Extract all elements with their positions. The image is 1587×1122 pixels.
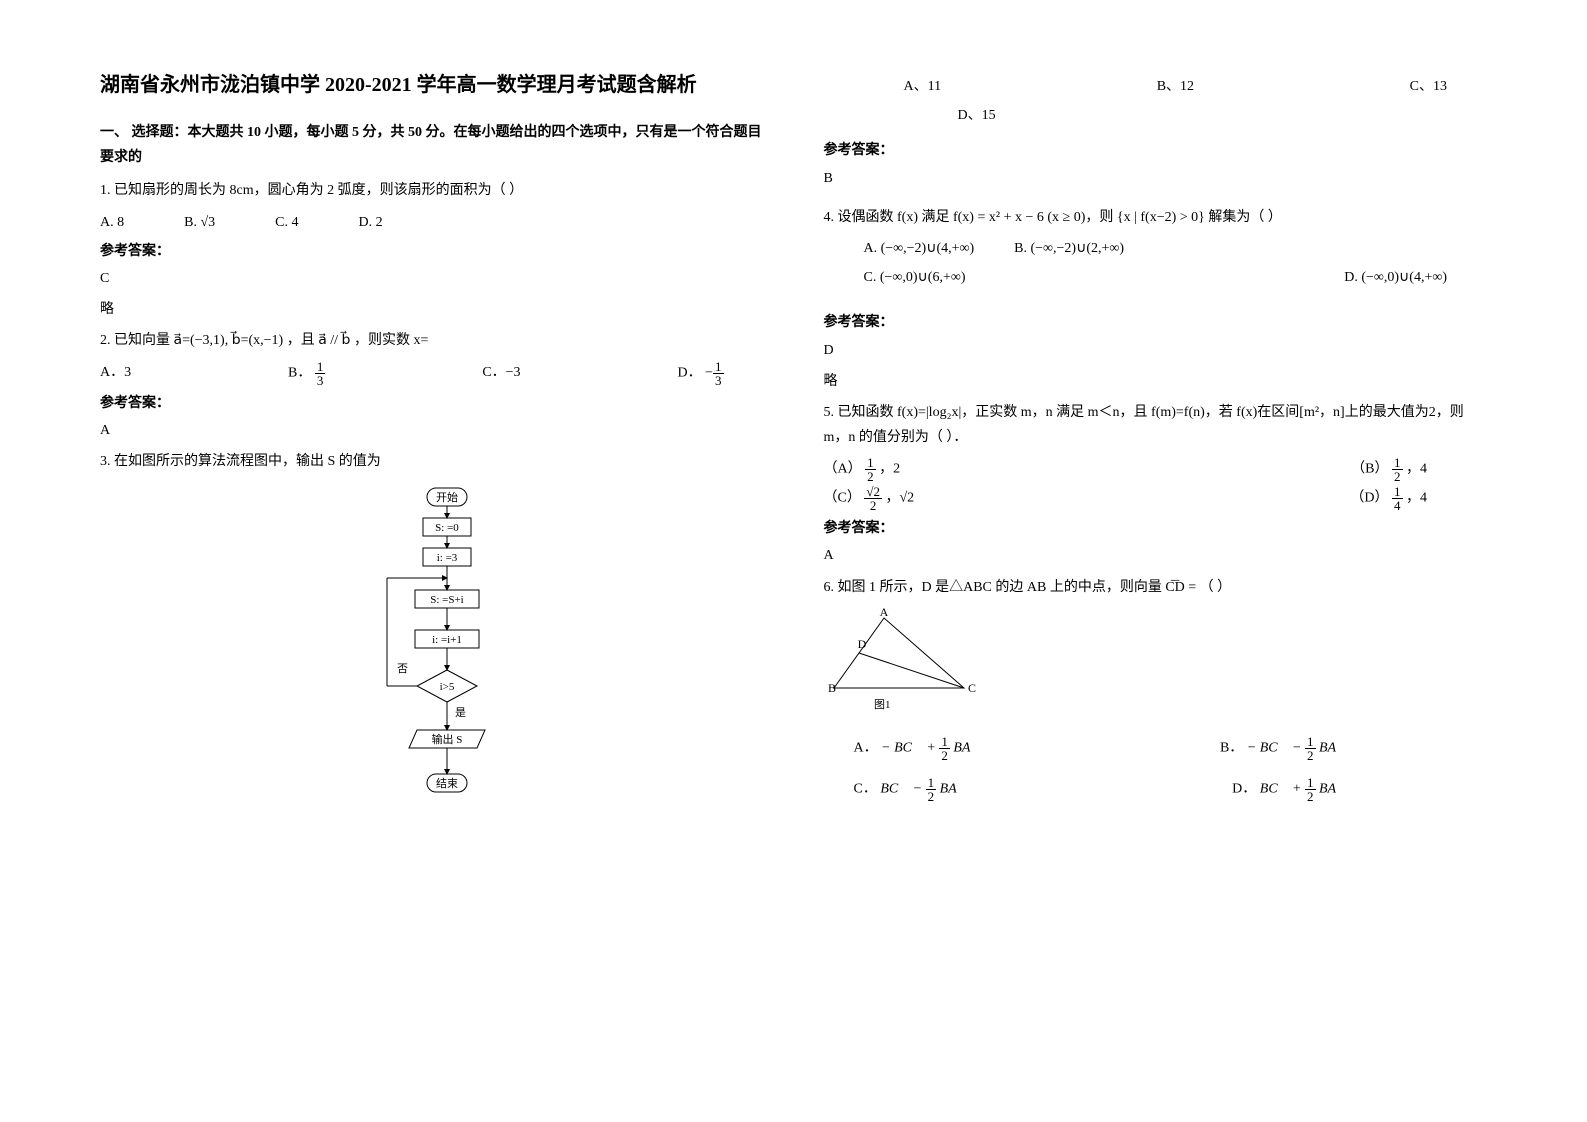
q6-opt-a: A． <box>854 741 878 756</box>
q6-opt-c: C． <box>854 782 877 797</box>
q6-row1: A． − BC⃗ + 12 BA⃗ B． − BC⃗ − 12 BA⃗ <box>824 735 1488 762</box>
q1-choice-c: C. 4 <box>275 210 298 235</box>
right-column: A、11 B、12 C、13 13 D、15 参考答案： B 4. 设偶函数 f… <box>824 70 1488 1082</box>
svg-text:是: 是 <box>455 706 466 719</box>
q3-choices-bottom: 13 D、15 <box>824 103 1488 128</box>
svg-text:i: =i+1: i: =i+1 <box>432 634 462 646</box>
svg-text:开始: 开始 <box>436 490 458 504</box>
svg-text:C: C <box>968 681 976 695</box>
q4-choice-c: C. (−∞,0)∪(6,+∞) <box>864 265 966 290</box>
q6-opt-d: D． <box>1232 782 1256 797</box>
q6-expr-d: BC⃗ + <box>1260 782 1305 797</box>
q4-omit: 略 <box>824 369 1488 394</box>
q4-row1: A. (−∞,−2)∪(4,+∞) B. (−∞,−2)∪(2,+∞) <box>864 236 1488 261</box>
frac-1-2-b: 1 2 <box>1392 456 1403 483</box>
q5-b-suffix: ，4 <box>1406 462 1427 477</box>
page-title: 湖南省永州市泷泊镇中学 2020-2021 学年高一数学理月考试题含解析 <box>100 70 764 100</box>
q1-ans-label: 参考答案： <box>100 239 764 264</box>
q4-choice-d: D. (−∞,0)∪(4,+∞) <box>1344 265 1447 290</box>
q3-choice-b: B、12 <box>1157 74 1194 99</box>
svg-text:S: =S+i: S: =S+i <box>430 594 464 606</box>
flowchart: 开始 S: =0 i: =3 S: =S+i i: =i+1 i>5 否 <box>130 486 764 826</box>
q4-choice-a: A. (−∞,−2)∪(4,+∞) <box>864 236 975 261</box>
left-column: 湖南省永州市泷泊镇中学 2020-2021 学年高一数学理月考试题含解析 一、 … <box>100 70 764 1082</box>
svg-text:S: =0: S: =0 <box>435 522 459 534</box>
q1-ans: C <box>100 266 764 291</box>
q4-ans: D <box>824 338 1488 363</box>
q4-ans-label: 参考答案： <box>824 310 1488 335</box>
q5-row2: （C） √2 2 ，√2 （D） 1 4 ，4 <box>824 485 1488 512</box>
svg-text:D: D <box>857 637 866 651</box>
q6-opt-b: B． <box>1220 741 1243 756</box>
triangle-figure: A D B C 图1 <box>824 608 1488 727</box>
q4-choice-b: B. (−∞,−2)∪(2,+∞) <box>1014 236 1124 261</box>
q1-choice-a: A. 8 <box>100 210 124 235</box>
svg-text:结束: 结束 <box>436 777 458 790</box>
section-head: 一、 选择题：本大题共 10 小题，每小题 5 分，共 50 分。在每小题给出的… <box>100 120 764 170</box>
frac-1-2-a: 1 2 <box>865 456 876 483</box>
q2-stem: 2. 已知向量 a⃗=(−3,1), b⃗=(x,−1) ，且 a⃗ // b⃗… <box>100 328 764 353</box>
q5-d-suffix: ，4 <box>1406 491 1427 506</box>
q5-ans-label: 参考答案： <box>824 516 1488 541</box>
q6-expr-a: − BC⃗ + <box>881 741 939 756</box>
q6-row2: C． BC⃗ − 12 BA⃗ D． BC⃗ + 12 BA⃗ <box>824 776 1488 803</box>
q5-ans: A <box>824 543 1488 568</box>
q1-omit: 略 <box>100 297 764 322</box>
q6-expr-b: − BC⃗ − <box>1247 741 1305 756</box>
frac-sqrt2-2: √2 2 <box>864 485 882 512</box>
svg-text:输出 S: 输出 S <box>431 732 462 746</box>
svg-text:A: A <box>879 608 888 619</box>
q5-c-prefix: （C） <box>824 491 861 506</box>
q3-ans-label: 参考答案： <box>824 138 1488 163</box>
q3-ans: B <box>824 166 1488 191</box>
q1-stem: 1. 已知扇形的周长为 8cm，圆心角为 2 弧度，则该扇形的面积为（ ） <box>100 178 764 203</box>
q6-stem: 6. 如图 1 所示，D 是△ABC 的边 AB 上的中点，则向量 C͞D = … <box>824 575 1488 600</box>
flowchart-svg: 开始 S: =0 i: =3 S: =S+i i: =i+1 i>5 否 <box>367 486 527 826</box>
svg-text:B: B <box>828 681 836 695</box>
q2-choice-b-prefix: B． <box>288 365 311 380</box>
q3-choice-a: A、11 <box>904 74 942 99</box>
q2-choice-c: C．−3 <box>482 360 520 387</box>
q5-a-suffix: ，2 <box>879 462 900 477</box>
q5-b-prefix: （B） <box>1351 462 1388 477</box>
q2-ans: A <box>100 418 764 443</box>
q3-choices-top: A、11 B、12 C、13 <box>824 74 1488 99</box>
frac-1-3-a: 1 3 <box>315 360 326 387</box>
q1-choice-b: B. √3 <box>184 210 215 235</box>
frac-1-3-b: 1 3 <box>713 360 724 387</box>
q5-d-prefix: （D） <box>1350 491 1388 506</box>
svg-text:图1: 图1 <box>874 698 891 711</box>
q5-row1: （A） 1 2 ，2 （B） 1 2 ，4 <box>824 456 1488 483</box>
svg-text:i>5: i>5 <box>439 681 454 693</box>
q4-row2: C. (−∞,0)∪(6,+∞) D. (−∞,0)∪(4,+∞) <box>824 265 1488 290</box>
q1-choices: A. 8 B. √3 C. 4 D. 2 <box>100 210 764 235</box>
q3-choice-c: C、13 <box>1410 74 1447 99</box>
q2-choice-a: A．3 <box>100 360 131 387</box>
svg-text:i: =3: i: =3 <box>436 552 457 564</box>
q2-choice-d-prefix: D． <box>677 365 701 380</box>
q5-a-prefix: （A） <box>824 462 862 477</box>
svg-text:否: 否 <box>397 663 408 675</box>
q2-choices: A．3 B． 1 3 C．−3 D． − 1 3 <box>100 360 764 387</box>
q6-expr-c: BC⃗ − <box>880 782 925 797</box>
q2-ans-label: 参考答案： <box>100 391 764 416</box>
q5-stem: 5. 已知函数 f(x)=|log₂x|，正实数 m，n 满足 m＜n，且 f(… <box>824 400 1488 450</box>
q3-stem: 3. 在如图所示的算法流程图中，输出 S 的值为 <box>100 449 764 474</box>
q1-choice-d: D. 2 <box>359 210 383 235</box>
frac-1-4: 1 4 <box>1392 485 1403 512</box>
q5-c-mid: ，√2 <box>885 491 914 506</box>
q4-stem: 4. 设偶函数 f(x) 满足 f(x) = x² + x − 6 (x ≥ 0… <box>824 205 1488 230</box>
q3-choice-d: D、15 <box>938 103 996 128</box>
